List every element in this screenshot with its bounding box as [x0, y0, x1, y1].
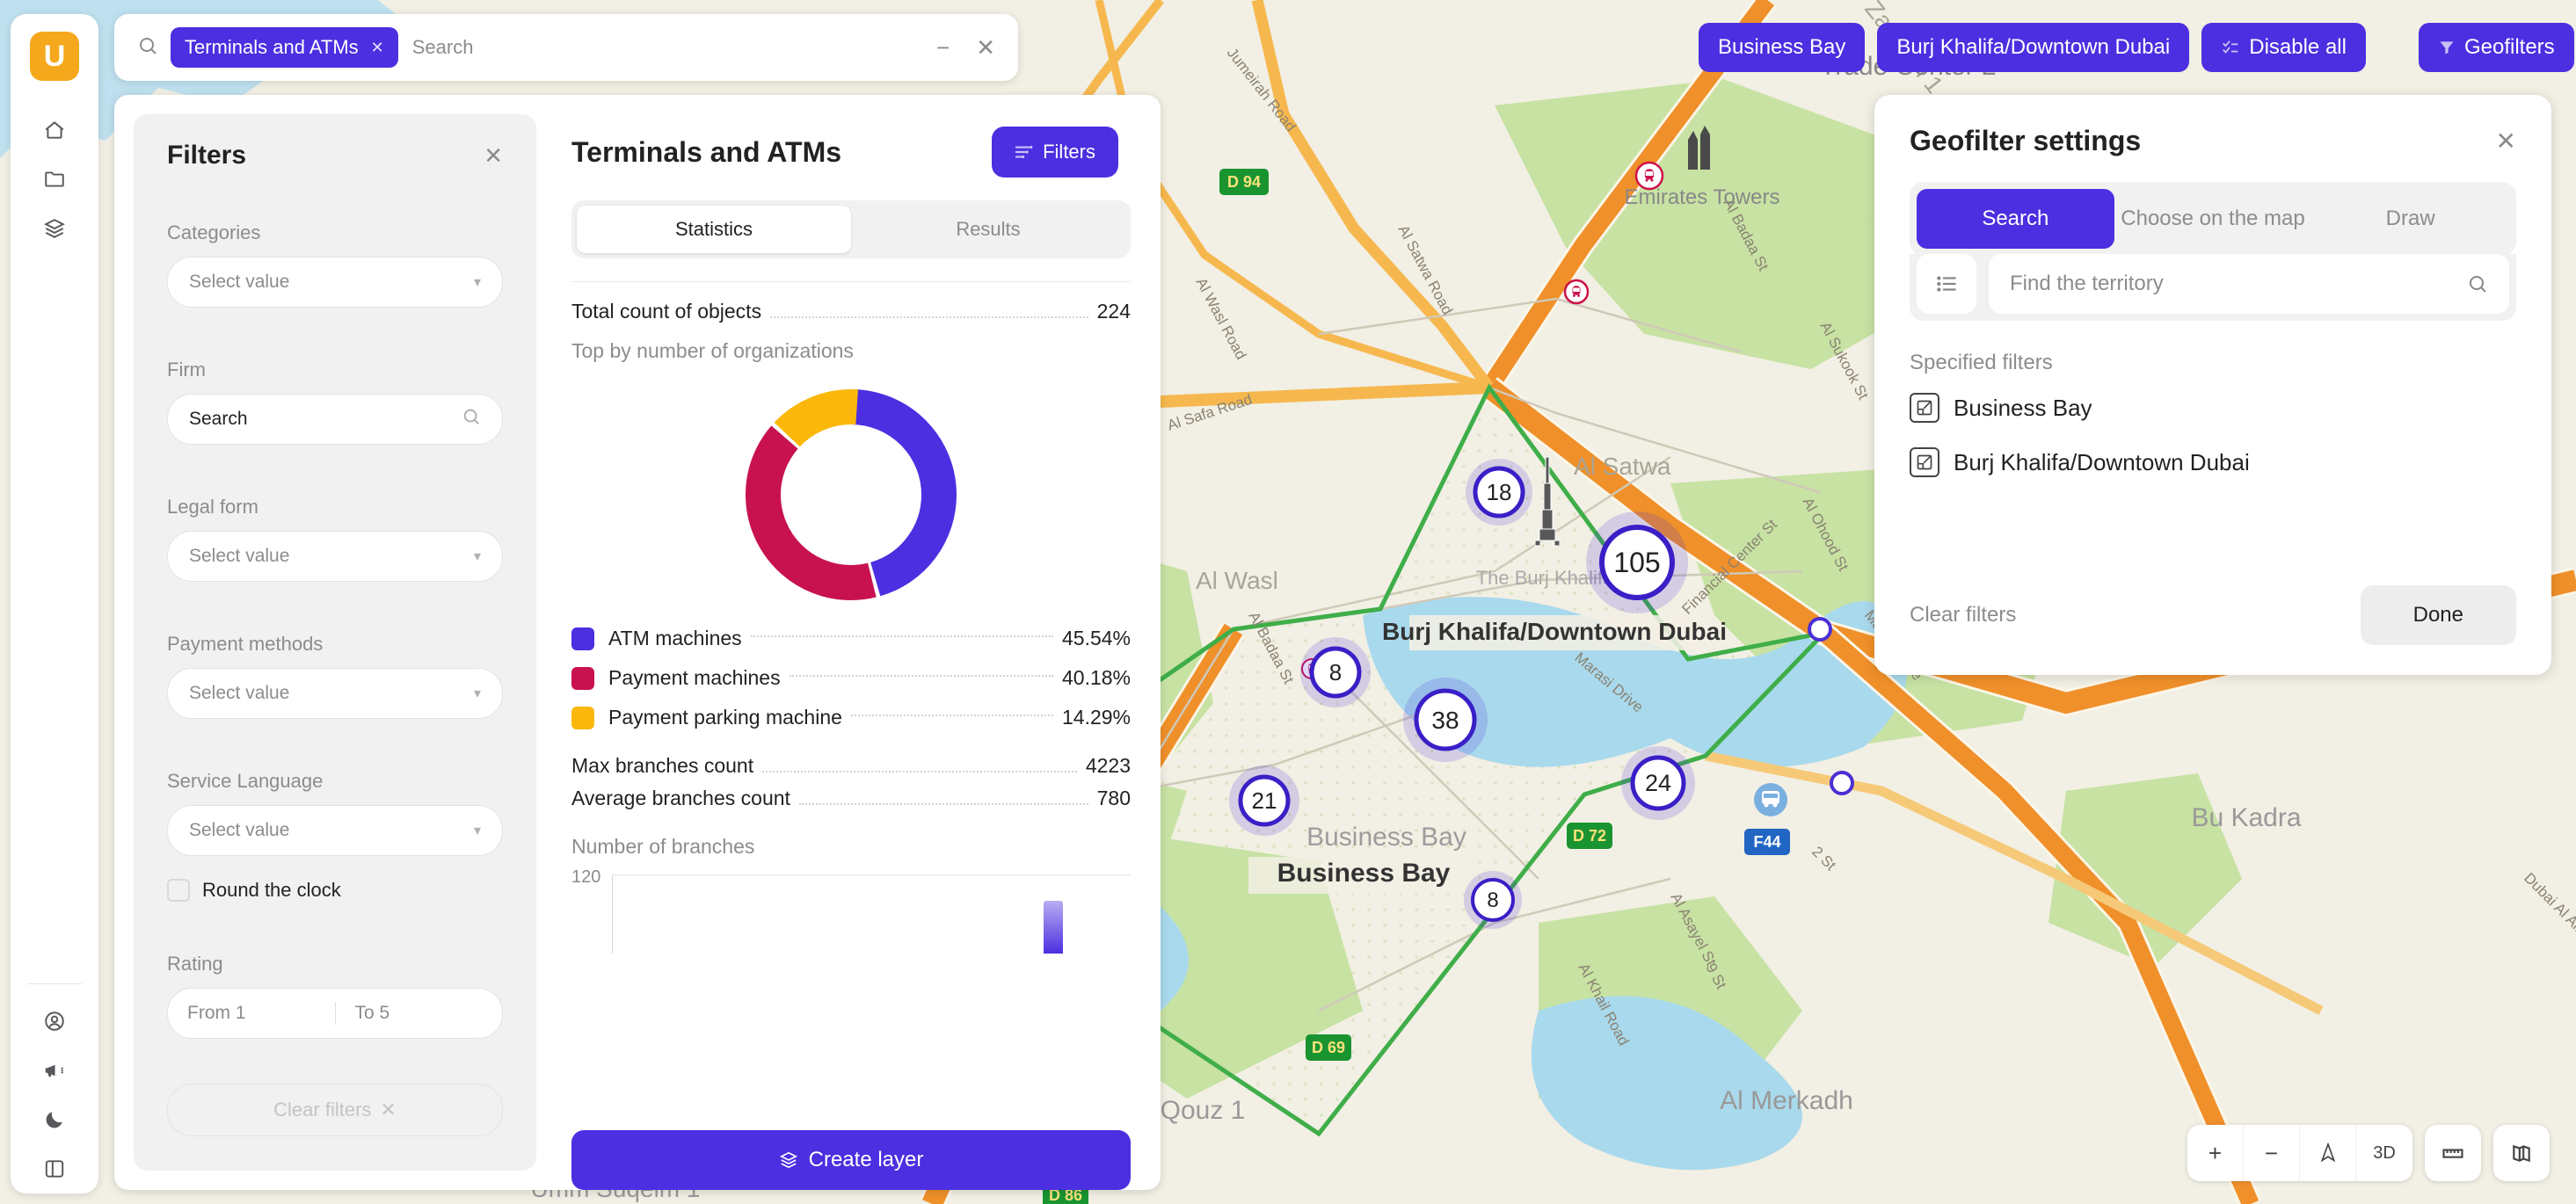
svg-text:8: 8 [1329, 659, 1342, 685]
svg-text:D 69: D 69 [1312, 1039, 1345, 1056]
svg-text:Al Merkadh: Al Merkadh [1720, 1086, 1853, 1115]
svg-text:Al Wasl: Al Wasl [1196, 567, 1278, 594]
svg-text:24: 24 [1645, 770, 1671, 796]
svg-text:D 72: D 72 [1573, 827, 1606, 845]
svg-text:Al Satwa: Al Satwa [1574, 453, 1671, 480]
svg-text:Burj Khalifa/Downtown Dubai: Burj Khalifa/Downtown Dubai [1382, 618, 1727, 645]
svg-text:38: 38 [1431, 707, 1459, 734]
svg-text:105: 105 [1613, 547, 1660, 578]
svg-text:Bu Kadra: Bu Kadra [2191, 803, 2301, 832]
svg-text:21: 21 [1252, 787, 1277, 814]
svg-text:Emirates Towers: Emirates Towers [1625, 185, 1780, 209]
svg-text:F44: F44 [1753, 833, 1780, 851]
svg-text:Business Bay: Business Bay [1306, 823, 1466, 852]
svg-text:18: 18 [1487, 479, 1512, 505]
svg-text:Qouz 1: Qouz 1 [1161, 1096, 1246, 1125]
svg-text:Business Bay: Business Bay [1277, 859, 1451, 888]
svg-text:D 94: D 94 [1227, 173, 1261, 191]
svg-text:8: 8 [1487, 888, 1498, 912]
